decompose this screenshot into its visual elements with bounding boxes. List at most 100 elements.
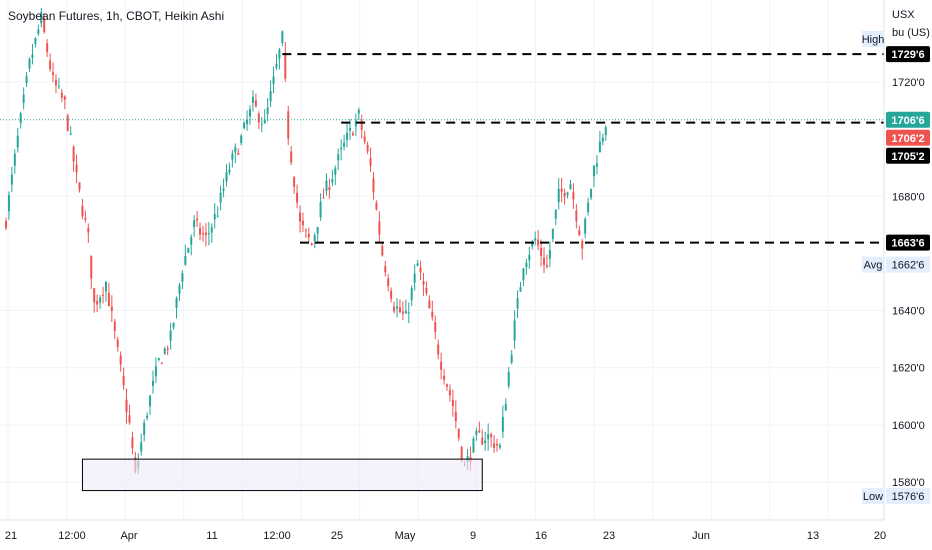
bid-price-tag: 1706'2 xyxy=(891,133,924,145)
candle-body-up xyxy=(57,85,60,87)
price-axis[interactable]: USX bu (US) 1580'0 1600'0 1620'0 1640'0 1680'0… xyxy=(883,0,930,520)
candle-body-up xyxy=(590,188,593,198)
candle-body-down xyxy=(457,428,460,438)
candle-body-up xyxy=(601,137,604,142)
candle-body-down xyxy=(60,92,63,98)
currency-label: USX xyxy=(892,9,915,21)
candle-body-down xyxy=(119,355,122,365)
candle-body-down xyxy=(422,281,425,285)
candle-body-down xyxy=(296,192,299,203)
candles xyxy=(5,7,607,475)
candle-body-down xyxy=(440,361,443,370)
demand-zone-box[interactable] xyxy=(81,458,483,492)
candle-body-down xyxy=(393,306,396,312)
candle-body-up xyxy=(410,288,413,300)
time-tick-label: Jun xyxy=(692,530,710,542)
price-tick-label: 1680'0 xyxy=(892,191,925,203)
candle-body-up xyxy=(507,371,510,387)
candle-body-up xyxy=(278,49,281,59)
candle-body-up xyxy=(604,127,607,136)
candle-body-down xyxy=(478,430,481,433)
candle-body-up xyxy=(263,119,266,124)
horizontal-levels[interactable] xyxy=(282,53,884,244)
candle-body-up xyxy=(354,120,357,127)
candle-body-up xyxy=(152,380,154,386)
candle-body-down xyxy=(90,255,93,279)
candle-body-up xyxy=(222,188,225,191)
low-tag-bg xyxy=(862,488,884,504)
candle-body-down xyxy=(87,227,90,233)
candle-body-up xyxy=(281,31,284,43)
candle-body-down xyxy=(66,115,69,131)
time-tick-label: 9 xyxy=(470,530,476,542)
time-tick-label: 20 xyxy=(874,530,886,542)
candle-body-up xyxy=(504,404,507,411)
candle-body-up xyxy=(557,188,560,203)
candle-body-up xyxy=(216,215,219,217)
candle-body-down xyxy=(390,290,393,299)
candle-body-down xyxy=(490,434,493,438)
support-price-tag-bg xyxy=(886,234,930,251)
candle-body-down xyxy=(257,113,260,123)
candle-body-up xyxy=(231,153,234,160)
candle-body-up xyxy=(331,179,334,183)
candle-body-up xyxy=(313,235,316,241)
candle-body-down xyxy=(310,243,313,245)
candle-body-up xyxy=(498,444,501,448)
candle-body-up xyxy=(28,59,31,69)
price-tick-label: 1640'0 xyxy=(892,306,925,318)
candle-body-up xyxy=(513,320,516,341)
time-axis[interactable]: 21 12:00 Apr 11 12:00 25 May 9 16 23 Jun 13 20 xyxy=(0,519,886,542)
candle-body-up xyxy=(548,250,551,259)
candle-body-down xyxy=(102,294,105,296)
candle-body-up xyxy=(551,228,554,239)
candle-body-up xyxy=(554,209,557,219)
candle-body-up xyxy=(337,154,340,161)
candle-body-down xyxy=(425,287,428,294)
candle-body-down xyxy=(72,146,75,162)
avg-tag: Avg xyxy=(864,260,883,272)
candle-body-up xyxy=(213,214,216,220)
candle-body-down xyxy=(299,212,301,222)
candle-body-up xyxy=(37,29,40,34)
unit-label: bu (US) xyxy=(892,27,930,39)
candle-body-up xyxy=(525,262,528,268)
candle-body-up xyxy=(260,124,263,126)
candle-body-up xyxy=(169,330,172,341)
candle-body-up xyxy=(243,122,246,129)
candle-body-up xyxy=(181,273,184,282)
candle-body-up xyxy=(228,169,231,173)
candle-body-down xyxy=(322,197,325,199)
candle-body-down xyxy=(201,233,204,235)
candle-body-up xyxy=(219,192,222,203)
candle-body-down xyxy=(96,300,99,305)
candle-body-down xyxy=(431,311,434,318)
candle-body-up xyxy=(487,434,490,440)
candle-body-up xyxy=(16,135,19,148)
candle-body-down xyxy=(63,96,66,100)
candle-body-down xyxy=(481,437,484,445)
candle-body-down xyxy=(443,375,446,380)
candle-body-up xyxy=(246,119,249,125)
candle-body-up xyxy=(475,430,478,435)
candle-body-down xyxy=(351,133,354,136)
candle-body-down xyxy=(128,415,131,423)
candle-body-down xyxy=(328,187,331,190)
candle-body-down xyxy=(378,221,381,235)
candle-body-down xyxy=(563,192,566,197)
candle-body-up xyxy=(10,174,13,185)
candle-body-up xyxy=(357,109,360,114)
ask-price-tag: 1705'2 xyxy=(891,151,924,163)
candle-body-down xyxy=(43,19,46,32)
avg-value-tag: 1662'6 xyxy=(892,260,925,272)
candle-body-up xyxy=(31,54,34,58)
avg-value-tag-bg xyxy=(886,256,930,273)
candle-body-down xyxy=(381,245,384,256)
candle-body-down xyxy=(454,411,457,422)
candle-body-down xyxy=(375,202,378,210)
candle-body-up xyxy=(534,238,537,241)
candle-body-up xyxy=(522,268,525,281)
candle-body-up xyxy=(510,355,513,363)
candle-body-up xyxy=(598,141,601,153)
